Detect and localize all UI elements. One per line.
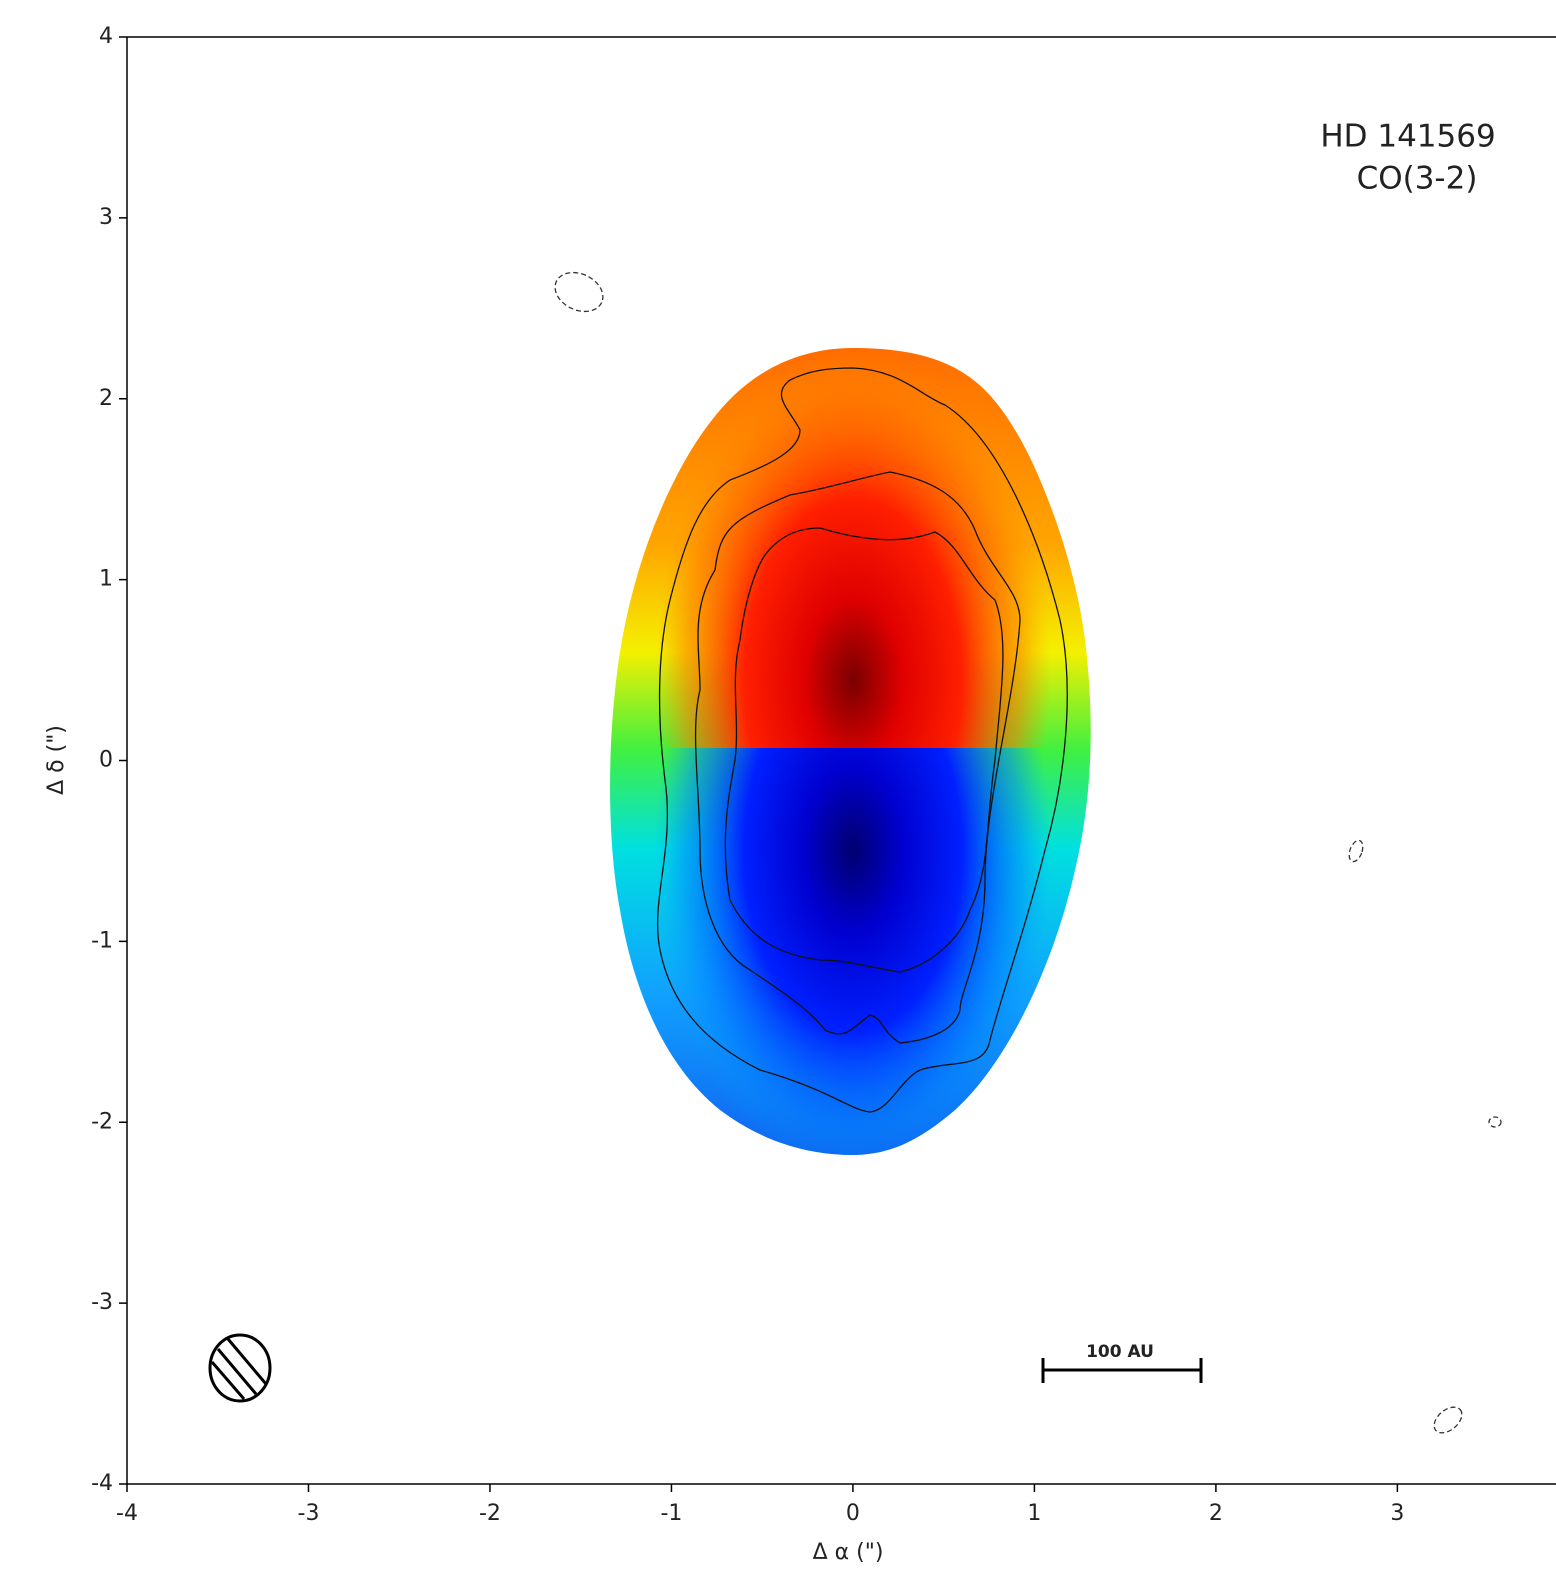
x-tick-label: -4 — [116, 1501, 138, 1526]
y-tick-label: 4 — [99, 24, 113, 49]
y-tick-label: -2 — [91, 1109, 113, 1134]
y-tick-label: -1 — [91, 928, 113, 953]
y-tick-label: 1 — [99, 567, 113, 592]
y-tick-label: -4 — [91, 1471, 113, 1496]
velocity-map — [600, 340, 1100, 1160]
annotation: CO(3-2) — [1357, 161, 1478, 197]
y-tick-label: 3 — [99, 205, 113, 230]
y-axis-label: Δ δ (") — [44, 725, 69, 795]
x-tick-label: -1 — [660, 1501, 682, 1526]
beam — [210, 1335, 270, 1401]
y-tick-label: 2 — [99, 386, 113, 411]
x-tick-label: -2 — [479, 1501, 501, 1526]
x-tick-label: 3 — [1390, 1501, 1404, 1526]
annotation: HD 141569 — [1320, 119, 1495, 155]
y-tick-label: 0 — [99, 748, 113, 773]
x-tick-label: 1 — [1027, 1501, 1041, 1526]
chart: 100 AU HD 141569 CO(3-2) Δ α (") Δ δ (")… — [0, 0, 1556, 1577]
x-axis-label: Δ α (") — [813, 1540, 884, 1565]
scale-bar-label: 100 AU — [1086, 1342, 1154, 1362]
x-tick-label: -3 — [298, 1501, 320, 1526]
x-tick-label: 2 — [1209, 1501, 1223, 1526]
y-tick-label: -3 — [91, 1290, 113, 1315]
x-tick-label: 0 — [846, 1501, 860, 1526]
